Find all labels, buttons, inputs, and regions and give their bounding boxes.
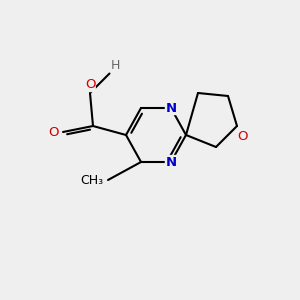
Text: N: N (165, 101, 177, 115)
Text: O: O (85, 79, 95, 92)
Text: O: O (238, 130, 248, 143)
Text: N: N (165, 155, 177, 169)
Text: CH₃: CH₃ (80, 173, 104, 187)
Text: H: H (111, 59, 120, 72)
Text: O: O (48, 125, 58, 139)
